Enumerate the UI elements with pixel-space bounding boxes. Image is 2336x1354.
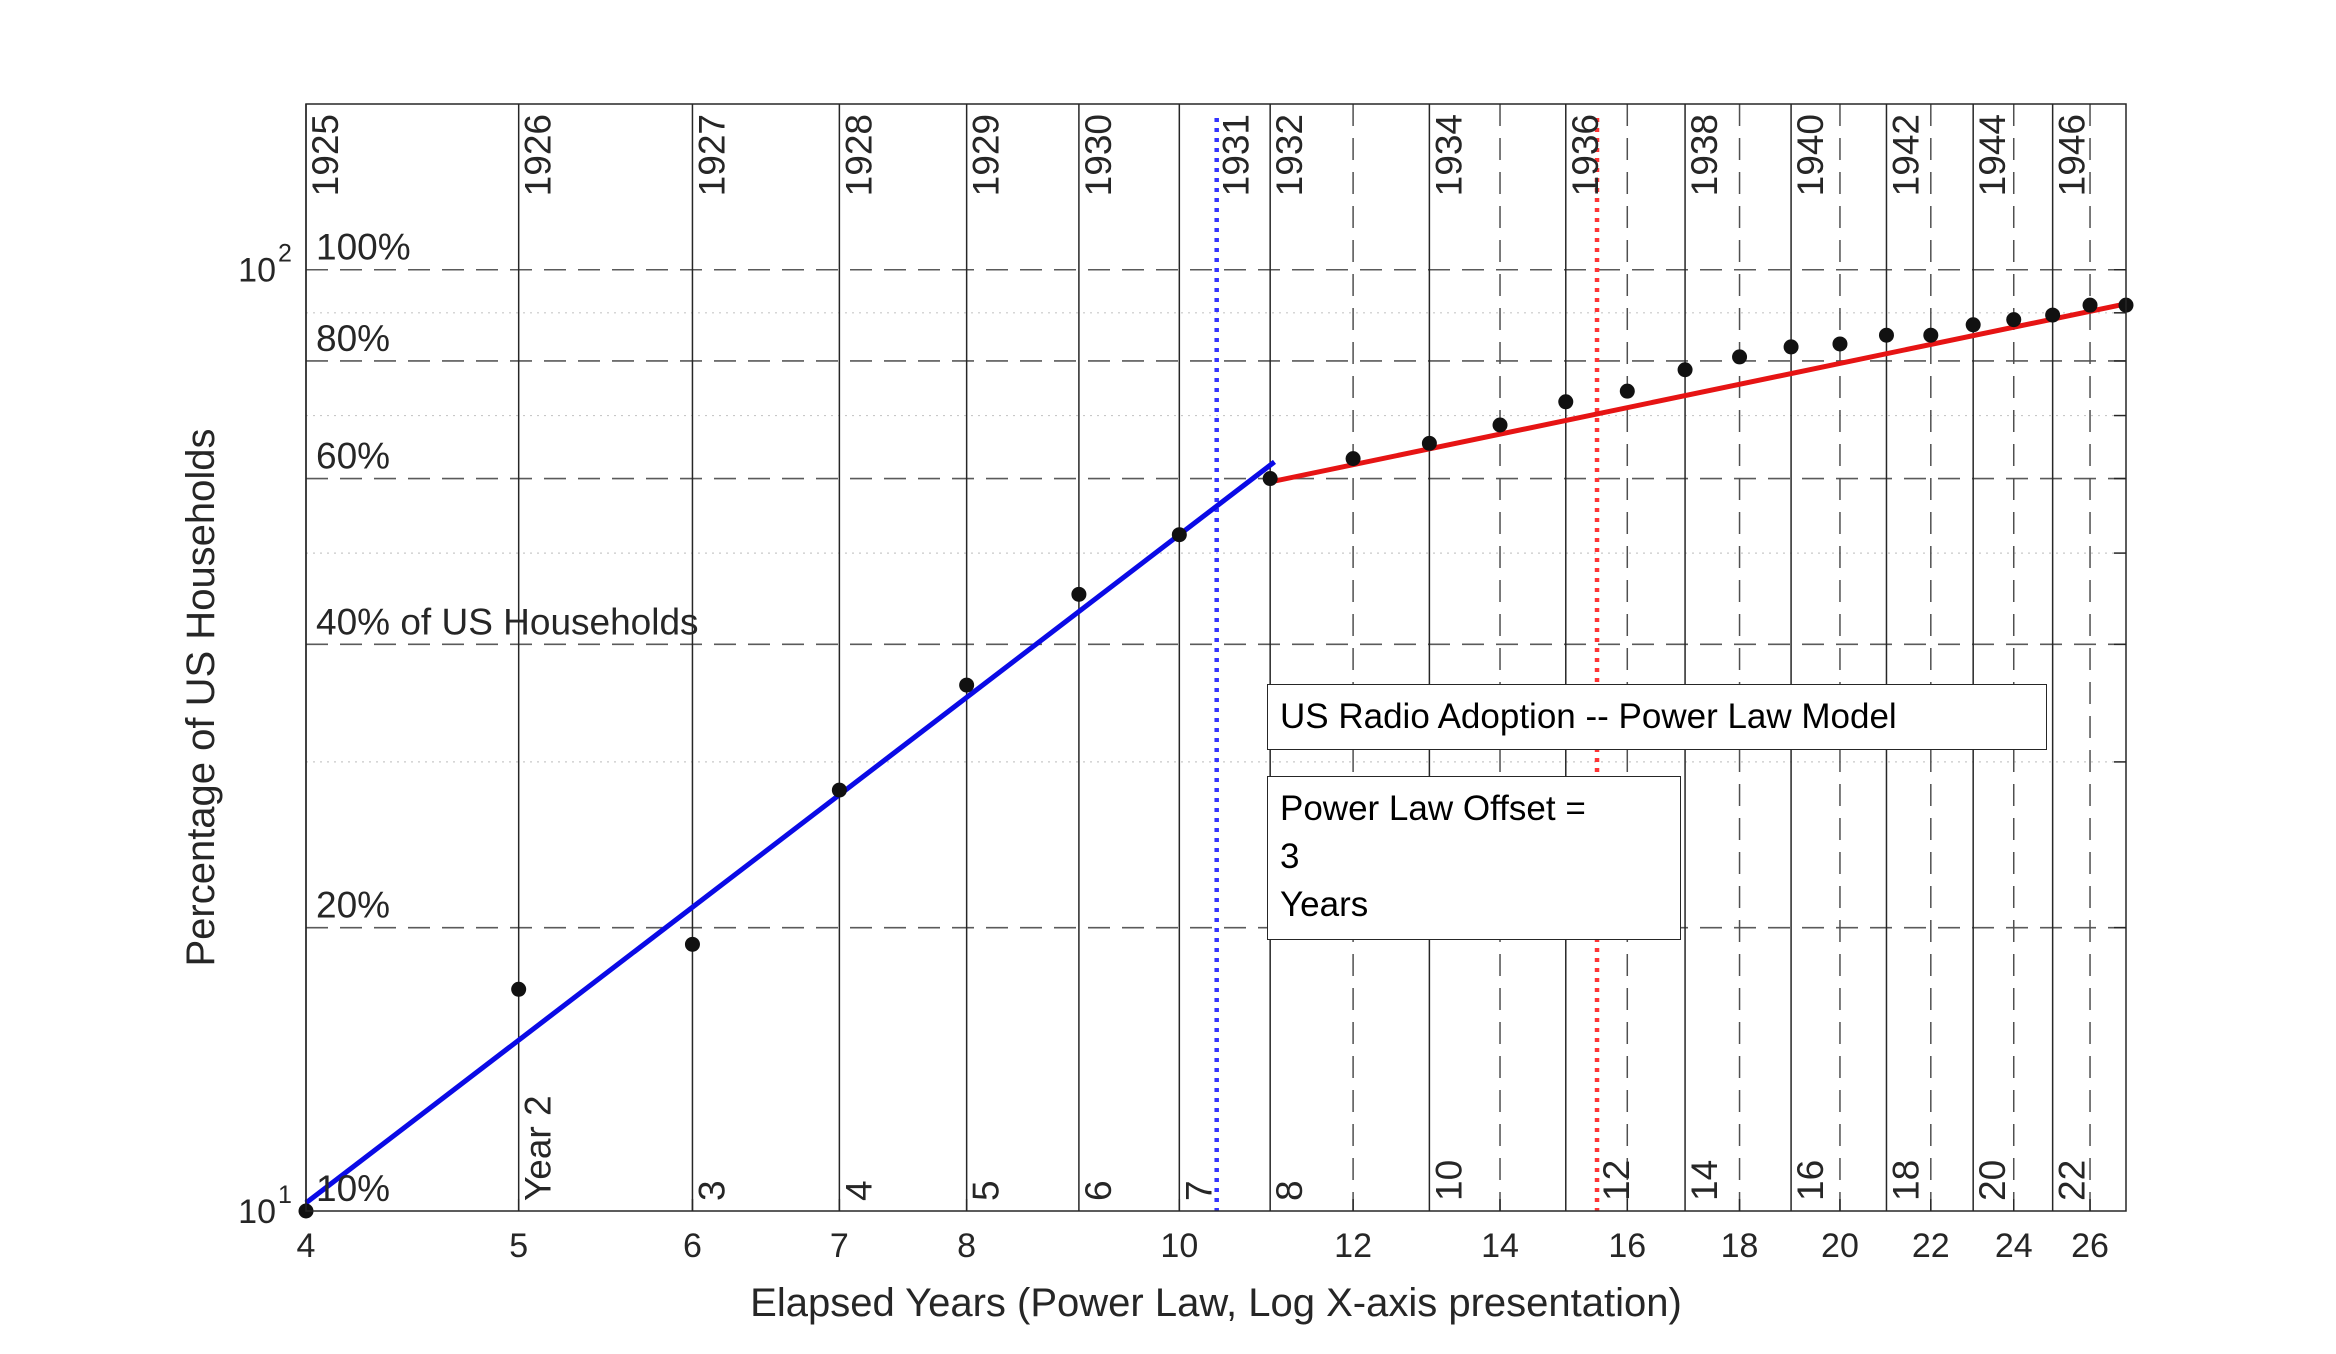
x-tick-label: 16	[1608, 1227, 1646, 1265]
percent-label: 80%	[316, 318, 390, 359]
elapsed-year-label: 12	[1596, 1160, 1637, 1201]
year-label: 1930	[1078, 114, 1119, 196]
x-tick-label: 12	[1334, 1227, 1372, 1265]
elapsed-year-label: 16	[1790, 1160, 1831, 1201]
data-point	[1677, 362, 1693, 378]
elapsed-year-label: 14	[1684, 1160, 1725, 1201]
percent-label: 20%	[316, 885, 390, 926]
data-point	[2006, 312, 2022, 328]
x-tick-label: 24	[1995, 1227, 2033, 1265]
data-point	[1558, 394, 1574, 410]
year-label: 1938	[1684, 114, 1725, 196]
x-tick-label: 5	[509, 1227, 528, 1265]
data-point	[1421, 435, 1437, 451]
data-point	[1619, 383, 1635, 399]
data-point	[831, 782, 847, 798]
data-point	[1492, 417, 1508, 433]
offset-line-2: 3	[1280, 837, 1300, 876]
x-tick-label: 4	[297, 1227, 316, 1265]
elapsed-year-label: 5	[966, 1180, 1007, 1201]
year-label: 1940	[1790, 114, 1831, 196]
data-point	[1965, 317, 1981, 333]
x-tick-label: 20	[1821, 1227, 1859, 1265]
data-point	[1171, 527, 1187, 543]
year-label: 1927	[691, 114, 732, 196]
data-point	[684, 936, 700, 952]
percent-label: 100%	[316, 227, 411, 268]
data-point	[1262, 471, 1278, 487]
fit-lines	[304, 118, 2127, 1211]
x-tick-label: 26	[2071, 1227, 2109, 1265]
legend-title-box: US Radio Adoption -- Power Law Model	[1267, 684, 2047, 750]
year-label: 1936	[1565, 114, 1606, 196]
x-tick-label: 8	[957, 1227, 976, 1265]
year-label: 1946	[2052, 114, 2093, 196]
y-tick-exponent: 2	[278, 240, 292, 268]
data-point	[1071, 586, 1087, 602]
elapsed-year-label: 3	[691, 1180, 732, 1201]
data-point	[1878, 327, 1894, 343]
year-label: 1925	[305, 114, 346, 196]
elapsed-year-label: 10	[1428, 1160, 1469, 1201]
data-point	[1732, 349, 1748, 365]
x-tick-label: 22	[1912, 1227, 1950, 1265]
percent-label: 60%	[316, 436, 390, 477]
year-label: 1932	[1269, 114, 1310, 196]
plot-frame	[305, 103, 2127, 1212]
y-tick-label: 10	[238, 1193, 276, 1231]
data-point	[959, 677, 975, 693]
power-law-fit-line	[304, 459, 1277, 1205]
x-axis-label: Elapsed Years (Power Law, Log X-axis pre…	[750, 1281, 1682, 1325]
data-point	[511, 981, 527, 997]
percent-label: 10%	[316, 1168, 390, 1209]
x-tick-label: 10	[1160, 1227, 1198, 1265]
percent-label: 40% of US Households	[316, 601, 699, 642]
legend-title: US Radio Adoption -- Power Law Model	[1280, 697, 1897, 736]
data-point	[2082, 297, 2098, 313]
elapsed-year-label: 4	[838, 1180, 879, 1201]
data-point	[2045, 307, 2061, 323]
elapsed-year-label: 20	[1972, 1160, 2013, 1201]
year-label: 1942	[1885, 114, 1926, 196]
offset-line-3: Years	[1280, 885, 1369, 924]
x-tick-label: 6	[683, 1227, 702, 1265]
y-axis-label: Percentage of US Households	[179, 428, 223, 966]
offset-line-1: Power Law Offset =	[1280, 789, 1586, 828]
year-label: 1929	[966, 114, 1007, 196]
grid-lines	[305, 104, 2126, 1211]
x-tick-label: 18	[1721, 1227, 1759, 1265]
x-tick-label: 14	[1481, 1227, 1519, 1265]
elapsed-year-label: 22	[2052, 1160, 2093, 1201]
elapsed-year-label: 18	[1885, 1160, 1926, 1201]
data-point	[1923, 327, 1939, 343]
power-law-fit-line	[1269, 301, 2127, 485]
year-label: 1934	[1428, 114, 1469, 196]
elapsed-year-label: 7	[1178, 1180, 1219, 1201]
y-tick-label: 10	[238, 252, 276, 290]
year-label: 1926	[518, 114, 559, 196]
x-tick-label: 7	[830, 1227, 849, 1265]
elapsed-year-label: Year 2	[518, 1095, 559, 1201]
elapsed-year-label: 8	[1269, 1180, 1310, 1201]
y-tick-exponent: 1	[278, 1181, 292, 1209]
offset-box: Power Law Offset = 3 Years	[1267, 776, 1681, 940]
year-label: 1931	[1216, 114, 1257, 196]
data-point	[1783, 339, 1799, 355]
data-point	[1832, 336, 1848, 352]
data-point	[1345, 451, 1361, 467]
year-label: 1944	[1972, 114, 2013, 196]
elapsed-year-label: 6	[1078, 1180, 1119, 1201]
year-label: 1928	[838, 114, 879, 196]
